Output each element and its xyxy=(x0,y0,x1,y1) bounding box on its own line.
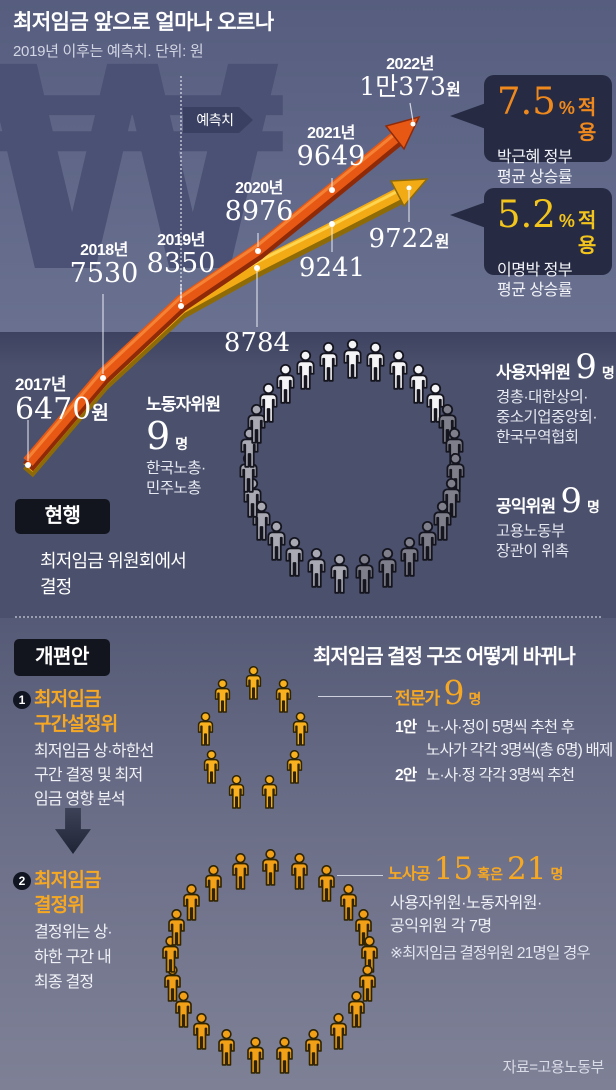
person-icon xyxy=(287,852,312,895)
point-label-2017: 2017년 6470원 xyxy=(15,375,109,427)
forecast-divider-line xyxy=(180,76,182,302)
person-icon xyxy=(201,864,226,907)
person-icon xyxy=(301,1029,326,1071)
person-icon xyxy=(344,990,369,1033)
current-description: 최저임금 위원회에서 결정 xyxy=(40,551,187,597)
point-label-9241: 9241 xyxy=(298,253,366,283)
person-icon xyxy=(211,679,234,718)
person-icon xyxy=(281,537,308,582)
source-credit: 자료=고용노동부 xyxy=(502,1059,605,1076)
person-icon xyxy=(422,382,449,428)
person-icon xyxy=(396,537,423,582)
current-badge: 현행 xyxy=(15,499,110,534)
person-icon xyxy=(326,554,353,599)
group-public-members: 공익위원 9 명 고용노동부 장관이 위촉 xyxy=(496,481,600,560)
reform-heading: 최저임금 결정 구조 어떻게 바뀌나 xyxy=(313,646,576,668)
point-label-2018: 2018년 7530 xyxy=(69,242,139,289)
decision-sub: 사용자위원·노동자위원· 공익위원 각 7명 xyxy=(390,895,542,935)
person-icon xyxy=(405,364,432,409)
group-worker-members: 노동자위원 9 명 한국노총· 민주노총 xyxy=(146,395,221,497)
person-icon xyxy=(303,548,330,593)
person-icon xyxy=(258,774,281,814)
person-icon xyxy=(272,1037,297,1079)
step1-description: 최저임금 상·하한선 구간 결정 및 최저 임금 영향 분석 xyxy=(34,743,154,808)
group-employer-members: 사용자위원 9 명 경총·대한상의· 중소기업중앙회· 한국무역협회 xyxy=(496,347,615,446)
person-icon xyxy=(189,1013,214,1055)
callout-rate-5.2: 5.2 % 적용 이명박 정부 평균 상승률 xyxy=(450,188,612,299)
person-icon xyxy=(225,774,248,814)
person-icon xyxy=(351,554,378,599)
decision-label: 노사공 15 혹은 21 명 xyxy=(388,851,564,887)
person-icon xyxy=(336,884,361,926)
step1-number: 1 xyxy=(13,691,31,709)
person-icon xyxy=(242,665,265,705)
person-icon xyxy=(272,679,295,718)
person-icon xyxy=(385,350,412,395)
person-icon xyxy=(326,1013,351,1055)
point-label-2022: 2022년 1만373원 xyxy=(359,56,461,101)
person-icon xyxy=(194,712,217,751)
person-icon xyxy=(429,500,456,546)
person-icon xyxy=(243,1037,268,1079)
reform-badge: 개편안 xyxy=(14,639,110,676)
point-label-2021: 2021년 9649 xyxy=(296,125,366,172)
expert-leader-line xyxy=(318,696,392,697)
person-icon xyxy=(228,852,253,895)
person-icon xyxy=(315,341,342,387)
point-label-2020: 2020년 8976 xyxy=(224,180,294,227)
person-icon xyxy=(214,1029,239,1071)
person-icon xyxy=(362,341,389,387)
person-icon xyxy=(179,884,204,926)
person-icon xyxy=(200,749,223,789)
person-icon xyxy=(374,548,401,593)
person-icon xyxy=(355,964,380,1007)
page-subtitle: 2019년 이후는 예측치. 단위: 원 xyxy=(13,43,204,60)
person-icon xyxy=(258,848,283,891)
person-icon xyxy=(339,338,366,384)
section-divider xyxy=(15,616,601,618)
step2-title: 최저임금 결정위 xyxy=(34,870,102,916)
expert-options: 1안 노·사·정이 5명씩 추천 후 노사가 각각 3명씩(총 6명) 배제 2안… xyxy=(395,719,613,784)
decision-leader-line xyxy=(337,875,383,876)
callout-rate-7.5: 7.5 % 적용 박근혜 정부 평균 상승률 xyxy=(450,75,612,186)
person-icon xyxy=(263,521,290,566)
person-icon xyxy=(236,428,263,473)
expert-label: 전문가 9 명 xyxy=(395,673,482,712)
person-icon xyxy=(283,749,306,789)
person-icon xyxy=(289,712,312,751)
step2-number: 2 xyxy=(13,872,31,890)
person-icon xyxy=(243,404,270,449)
page-title: 최저임금 앞으로 얼마나 오르나 xyxy=(13,11,274,34)
person-icon xyxy=(272,364,299,409)
step2-description: 결정위는 상· 하한 구간 내 최종 결정 xyxy=(34,924,113,991)
person-icon xyxy=(414,521,441,566)
step1-title: 최저임금 구간설정위 xyxy=(34,689,118,735)
forecast-arrow-tag: 예측치 xyxy=(183,107,253,133)
person-icon xyxy=(438,477,465,523)
point-label-8784: 8784 xyxy=(223,328,291,358)
reform-section-bg xyxy=(0,618,616,1090)
point-label-2019: 2019년 8350 xyxy=(146,232,216,279)
won-sign-watermark: ₩ xyxy=(0,9,287,332)
person-icon xyxy=(171,990,196,1033)
person-icon xyxy=(292,350,319,395)
person-icon xyxy=(255,382,282,428)
decision-note: ※최저임금 결정위원 21명일 경우 xyxy=(390,945,591,962)
person-icon xyxy=(164,908,189,951)
point-label-9722: 9722원 xyxy=(368,224,450,254)
person-icon xyxy=(314,864,339,907)
